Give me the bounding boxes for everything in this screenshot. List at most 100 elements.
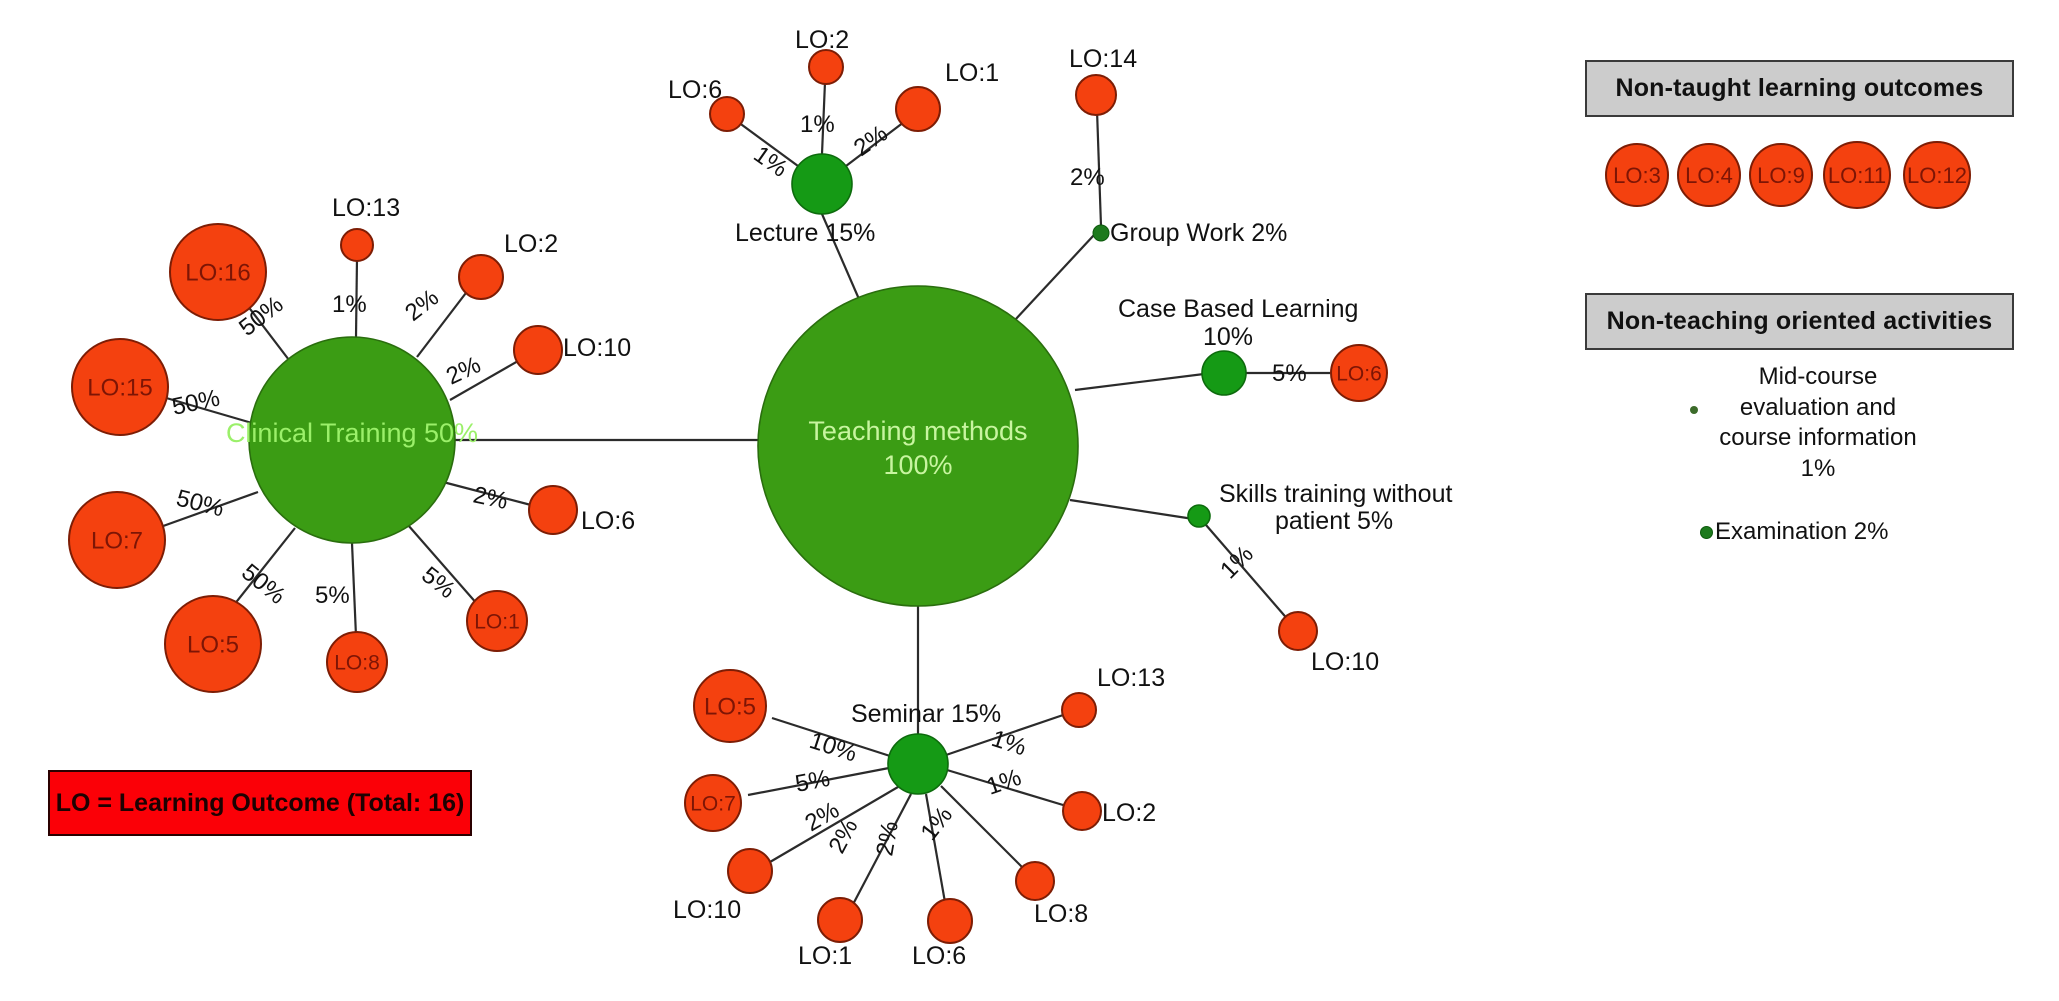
edge-lec-lo6 — [737, 121, 799, 167]
node-lo-ct-5[interactable] — [164, 595, 262, 693]
pct-sem-lo13: 1% — [988, 725, 1029, 761]
edge-root-lecture — [820, 213, 864, 307]
non-teaching-item-midcourse: Mid-course evaluation and course informa… — [1668, 362, 1968, 485]
edge-ct-lo6 — [442, 480, 532, 507]
node-lo-skills-10[interactable] — [1278, 611, 1318, 651]
node-lo-sem-1[interactable] — [817, 897, 863, 943]
node-lo-ct-13-label: LO:13 — [332, 194, 400, 222]
node-lo-nontaught-11-label: LO:11 — [1828, 163, 1886, 188]
node-lo-sem-8-label: LO:8 — [1034, 900, 1088, 928]
node-lo-ct-6[interactable] — [528, 485, 578, 535]
node-lo-ct-7-label: LO:7 — [91, 527, 143, 554]
edge-sem-lo2 — [946, 768, 1074, 810]
node-lo-gw-14[interactable] — [1075, 74, 1117, 116]
node-lo-ct-5-label: LO:5 — [187, 631, 239, 658]
pct-lec-lo6: 1% — [749, 141, 793, 183]
node-case-based-label-line2: 10% — [1203, 323, 1253, 351]
node-lo-lec-2[interactable] — [808, 49, 844, 85]
edge-ct-lo2 — [416, 284, 473, 358]
node-lo-nontaught-9-label: LO:9 — [1757, 163, 1805, 188]
node-lo-cbl-6-label: LO:6 — [1336, 363, 1382, 386]
edge-sem-lo8 — [940, 785, 1028, 873]
pct-ct-lo8: 5% — [315, 582, 350, 609]
node-lo-nontaught-11[interactable] — [1823, 141, 1891, 209]
node-lo-nontaught-3-label: LO:3 — [1613, 163, 1661, 188]
node-lo-ct-2[interactable] — [458, 254, 504, 300]
edge-root-casebased — [1074, 371, 1213, 392]
pct-ct-lo1: 5% — [416, 561, 460, 604]
pct-ct-lo15: 50% — [170, 384, 223, 420]
edge-lec-lo1 — [845, 121, 905, 167]
edge-root-skills — [1069, 498, 1201, 522]
pct-sem-lo6: 2% — [871, 819, 904, 858]
node-group-work[interactable] — [1092, 224, 1110, 242]
node-lo-sem-5[interactable] — [693, 669, 767, 743]
pct-lec-lo1: 2% — [849, 120, 893, 162]
edge-ct-lo10 — [449, 356, 526, 401]
node-seminar[interactable] — [887, 733, 949, 795]
edge-ct-lo7 — [151, 490, 259, 532]
node-lo-sem-10-label: LO:10 — [673, 896, 741, 924]
edge-sem-lo5 — [771, 716, 891, 758]
pct-ct-lo7: 50% — [174, 485, 227, 523]
node-lo-sem-2[interactable] — [1062, 791, 1102, 831]
node-lo-skills-10-label: LO:10 — [1311, 648, 1379, 676]
node-lo-ct-16[interactable] — [169, 223, 267, 321]
node-skills-training[interactable] — [1187, 504, 1211, 528]
non-taught-lo-circles: LO:3 LO:4 LO:9 LO:11 LO:12 — [1605, 141, 1971, 209]
node-lo-lec-6[interactable] — [709, 96, 745, 132]
root-node-group: Teaching methods 100% — [757, 285, 1079, 607]
node-lo-ct-10-label: LO:10 — [563, 334, 631, 362]
node-skills-label-line1: Skills training without — [1219, 480, 1452, 508]
group-work-cluster: Group Work 2% LO:14 2% — [1069, 45, 1287, 247]
node-lo-lec-1[interactable] — [895, 86, 941, 132]
node-lo-sem-6[interactable] — [927, 898, 973, 944]
node-lo-sem-13[interactable] — [1061, 692, 1097, 728]
node-case-based-learning[interactable] — [1201, 350, 1247, 396]
node-lo-ct-1-label: LO:1 — [474, 611, 520, 634]
edge-gw-lo14 — [1095, 109, 1103, 227]
edge-sem-lo10 — [769, 786, 899, 863]
non-teaching-item-examination: Examination 2% — [1700, 518, 1888, 546]
edge-ct-lo5 — [225, 527, 296, 616]
node-lo-lec-6-label: LO:6 — [668, 76, 722, 104]
node-seminar-label: Seminar 15% — [851, 700, 1001, 728]
node-lo-ct-6-label: LO:6 — [581, 507, 635, 535]
midcourse-bullet-dot-icon — [1690, 406, 1698, 414]
pct-ct-lo2: 2% — [400, 284, 444, 327]
node-teaching-methods[interactable] — [757, 285, 1079, 607]
legend-lo-total-text: LO = Learning Outcome (Total: 16) — [55, 788, 465, 817]
pct-ct-lo13: 1% — [332, 291, 367, 318]
midcourse-line4: 1% — [1800, 455, 1836, 483]
node-lo-nontaught-3[interactable] — [1605, 143, 1669, 207]
node-lo-ct-8[interactable] — [326, 631, 388, 693]
edge-sem-lo7 — [747, 766, 890, 797]
node-lo-cbl-6[interactable] — [1330, 344, 1388, 402]
skills-training-cluster: Skills training without patient 5% LO:10… — [1187, 480, 1452, 676]
clinical-training-cluster: Clinical Training 50% LO:16 LO:15 LO:7 L… — [68, 194, 635, 693]
node-lo-nontaught-4[interactable] — [1677, 143, 1741, 207]
node-lo-ct-10[interactable] — [513, 325, 563, 375]
node-lo-sem-1-label: LO:1 — [798, 942, 852, 970]
node-teaching-methods-label-line1: Teaching methods — [808, 416, 1027, 446]
node-lo-ct-8-label: LO:8 — [334, 652, 380, 675]
node-lo-nontaught-9[interactable] — [1749, 143, 1813, 207]
node-lo-ct-1[interactable] — [466, 590, 528, 652]
edge-sem-lo13 — [945, 711, 1070, 757]
node-clinical-training[interactable] — [248, 336, 456, 544]
node-lo-ct-7[interactable] — [68, 491, 166, 589]
pct-ct-lo5: 50% — [236, 559, 290, 610]
node-lo-ct-15[interactable] — [71, 338, 169, 436]
midcourse-line3: course information — [1719, 424, 1917, 452]
node-lo-sem-8[interactable] — [1015, 861, 1055, 901]
lecture-cluster: Lecture 15% LO:6 LO:2 LO:1 1% 1% 2% — [668, 26, 999, 247]
node-lo-ct-16-label: LO:16 — [185, 259, 250, 286]
pct-ct-lo6: 2% — [471, 481, 511, 515]
node-lecture[interactable] — [791, 153, 853, 215]
node-lo-ct-13[interactable] — [340, 228, 374, 262]
node-lo-nontaught-12[interactable] — [1903, 141, 1971, 209]
pct-gw-lo14: 2% — [1070, 164, 1105, 191]
node-lo-sem-10[interactable] — [727, 848, 773, 894]
node-lo-sem-7[interactable] — [684, 774, 742, 832]
